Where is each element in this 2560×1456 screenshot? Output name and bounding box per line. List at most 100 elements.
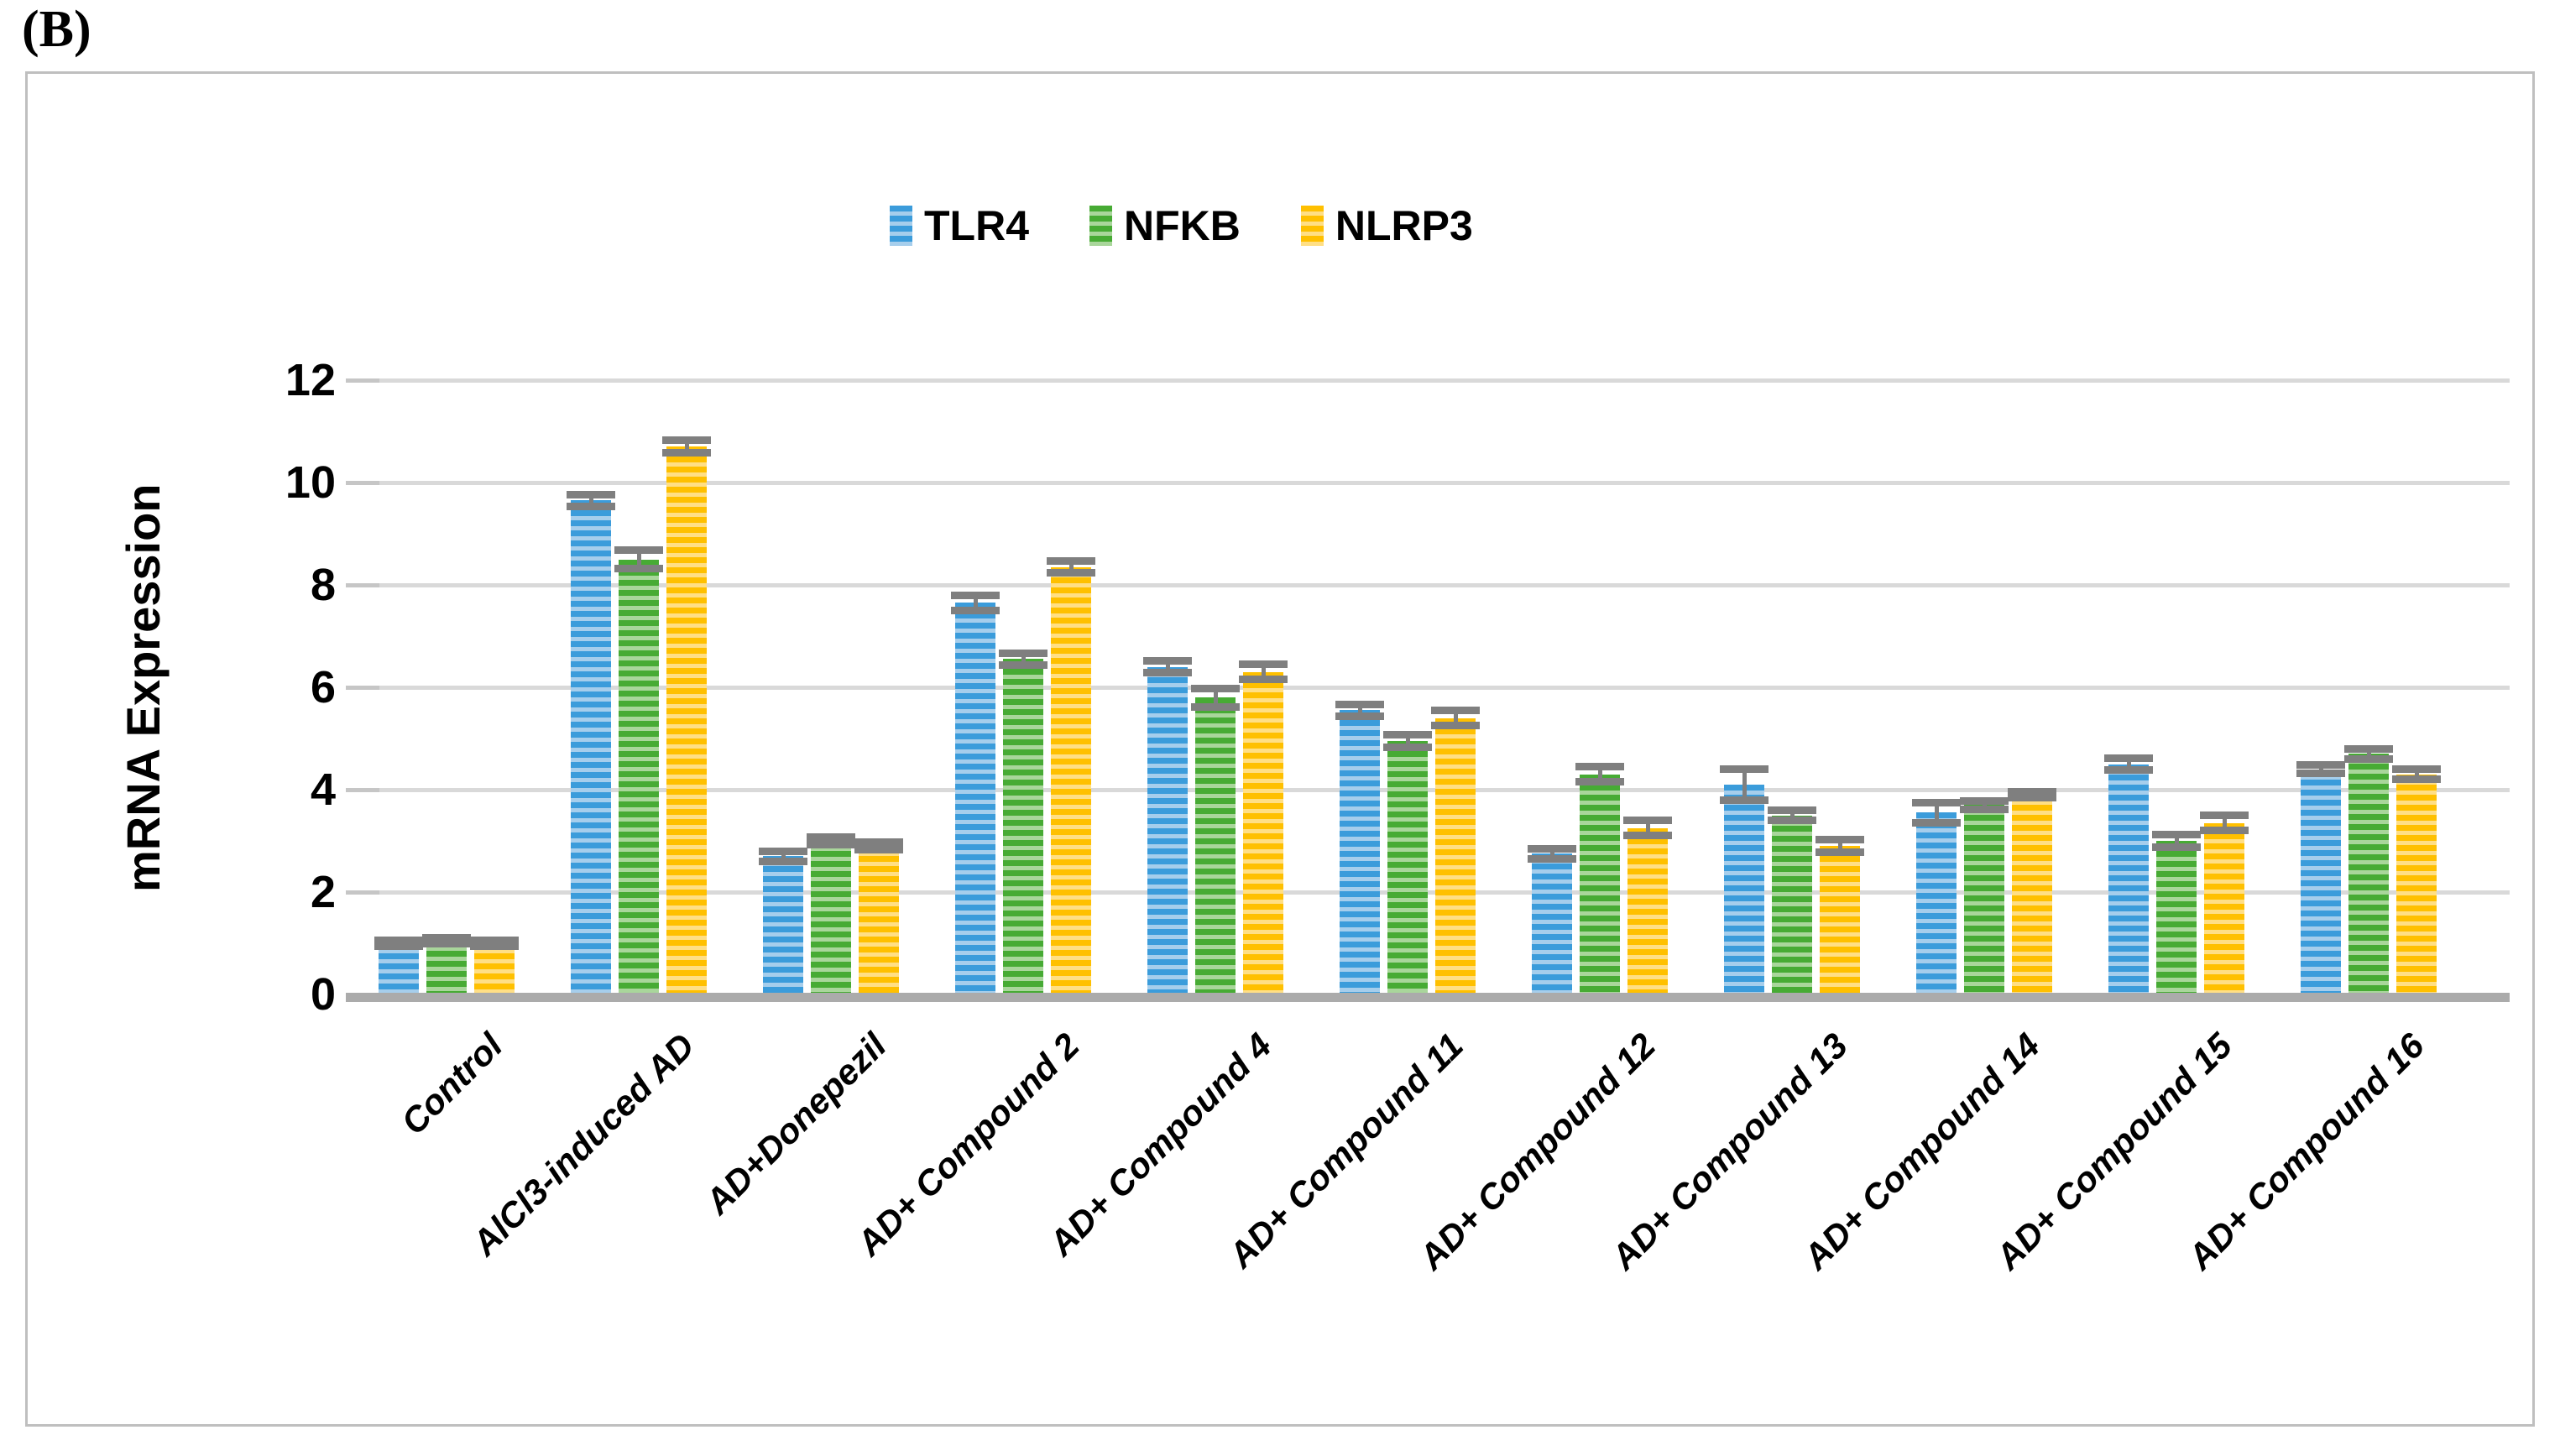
error-bar — [1405, 734, 1410, 748]
error-bar-cap — [1623, 832, 1672, 840]
bar-nfkb — [1580, 774, 1620, 994]
error-bar — [2318, 765, 2323, 774]
error-bar-cap — [1383, 743, 1432, 751]
error-bar-cap — [1768, 806, 1816, 814]
error-bar — [828, 837, 833, 845]
bar-tlr4 — [763, 856, 803, 994]
error-bar — [1357, 704, 1362, 717]
error-bar-cap — [1623, 817, 1672, 825]
bar-nlrp3 — [474, 943, 515, 994]
error-bar-cap — [1816, 836, 1864, 844]
error-bar-cap — [1575, 763, 1624, 771]
error-bar-cap — [1912, 798, 1961, 806]
error-bar — [1742, 769, 1747, 801]
error-bar — [1021, 653, 1026, 665]
error-bar-cap — [999, 649, 1048, 657]
bar-nfkb — [1003, 659, 1043, 994]
gridline — [379, 378, 2510, 383]
error-bar-cap — [1335, 712, 1384, 721]
bar-nfkb — [2156, 841, 2197, 994]
error-bar — [2174, 834, 2179, 848]
error-bar-cap — [1335, 700, 1384, 708]
bar-tlr4 — [2301, 769, 2341, 994]
error-bar-cap — [662, 449, 711, 457]
error-bar-cap — [614, 564, 663, 572]
error-bar-cap — [1431, 722, 1480, 730]
error-bar-cap — [1720, 765, 1768, 774]
legend-item-tlr4: TLR4 — [890, 201, 1029, 250]
error-bar-cap — [1143, 669, 1192, 677]
y-tick-label: 4 — [310, 765, 336, 815]
error-bar — [1453, 710, 1458, 726]
legend-swatch-icon — [890, 206, 912, 246]
error-bar — [684, 440, 689, 453]
error-bar-cap — [2344, 754, 2393, 763]
error-bar — [636, 550, 641, 569]
error-bar-cap — [1431, 706, 1480, 714]
error-bar — [1597, 766, 1602, 782]
error-bar-cap — [470, 937, 519, 945]
bar-nfkb — [619, 559, 659, 994]
error-bar — [1982, 801, 1987, 810]
error-bar-cap — [1528, 854, 1576, 863]
y-tick-mark — [346, 788, 379, 792]
error-bar-cap — [2392, 765, 2441, 774]
y-tick-label: 12 — [285, 355, 336, 405]
error-bar-cap — [1768, 817, 1816, 825]
error-bar-cap — [2344, 744, 2393, 753]
y-tick-label: 2 — [310, 867, 336, 917]
error-bar-cap — [567, 490, 615, 498]
error-bar-cap — [759, 847, 807, 855]
y-tick-mark — [346, 583, 379, 587]
y-axis-title: mRNA Expression — [117, 483, 170, 893]
error-bar-cap — [1960, 805, 2009, 813]
bar-nfkb — [2348, 754, 2389, 994]
error-bar — [973, 595, 978, 611]
bar-nlrp3 — [2012, 795, 2052, 994]
bar-nlrp3 — [1243, 671, 1283, 994]
error-bar — [1068, 561, 1074, 573]
error-bar — [1165, 660, 1170, 673]
error-bar-cap — [1960, 796, 2009, 805]
error-bar-cap — [2200, 811, 2249, 819]
bar-tlr4 — [2108, 764, 2149, 994]
error-bar-cap — [1383, 731, 1432, 739]
bar-nfkb — [811, 841, 851, 994]
bar-tlr4 — [1147, 666, 1188, 994]
error-bar-cap — [2296, 769, 2345, 777]
error-bar-cap — [2008, 794, 2056, 802]
error-bar-cap — [470, 942, 519, 950]
bar-nfkb — [1387, 741, 1428, 994]
bar-tlr4 — [955, 603, 995, 994]
error-bar-cap — [807, 832, 855, 841]
legend-label: NLRP3 — [1335, 202, 1473, 249]
legend-label: TLR4 — [924, 202, 1029, 249]
error-bar-cap — [2104, 754, 2153, 762]
error-bar-cap — [1720, 796, 1768, 804]
error-bar — [2222, 815, 2227, 831]
bar-tlr4 — [379, 943, 419, 994]
error-bar-cap — [1047, 569, 1095, 577]
bar-nlrp3 — [1051, 566, 1091, 994]
error-bar-cap — [1816, 848, 1864, 856]
error-bar-cap — [567, 503, 615, 511]
legend-label: NFKB — [1124, 202, 1241, 249]
error-bar-cap — [2392, 775, 2441, 784]
gridline — [379, 583, 2510, 587]
error-bar-cap — [759, 857, 807, 865]
error-bar — [2414, 769, 2419, 780]
error-bar-cap — [1191, 702, 1240, 711]
error-bar-cap — [2104, 766, 2153, 775]
error-bar-cap — [374, 942, 423, 950]
bar-nfkb — [426, 940, 467, 994]
error-bar-cap — [1143, 656, 1192, 665]
y-tick-mark — [346, 378, 379, 383]
bar-nlrp3 — [1435, 718, 1476, 994]
error-bar — [2366, 749, 2371, 759]
error-bar — [1213, 688, 1218, 707]
legend: TLR4 NFKB NLRP3 — [890, 201, 1473, 250]
error-bar-cap — [422, 939, 471, 947]
error-bar-cap — [2008, 787, 2056, 796]
error-bar-cap — [807, 841, 855, 849]
